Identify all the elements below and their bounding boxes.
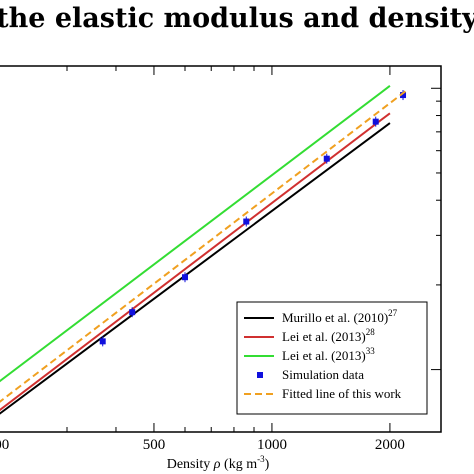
fitted-line-of-this-work-line	[0, 89, 407, 403]
legend-reference-superscript: 33	[366, 346, 376, 356]
simulation-data-point	[243, 218, 250, 225]
simulation-data-point	[129, 309, 136, 316]
legend-label-text: Murillo et al. (2010)	[282, 310, 388, 325]
legend-label-text: Fitted line of this work	[282, 386, 402, 401]
legend-label-lei-et-al-2013-33: Lei et al. (2013)33	[282, 346, 375, 363]
simulation-data-point	[400, 92, 407, 99]
x-axis-label-prefix: Density	[167, 457, 211, 472]
axes-frame	[0, 65, 442, 433]
legend-items: Murillo et al. (2010)27 Lei et al. (2013)…	[244, 308, 402, 401]
murillo-et-al-2010-27-line	[0, 122, 391, 415]
x-axis-label-exponent: -3	[257, 454, 265, 464]
plot-area: 200 500 1000 2000	[0, 65, 442, 453]
legend-box	[236, 301, 428, 415]
simulation-data-point	[99, 338, 106, 345]
series-layer	[0, 85, 407, 415]
x-tick-label: 500	[143, 437, 166, 453]
legend-label-fitted-line-of-this-work: Fitted line of this work	[282, 386, 402, 401]
simulation-data-point	[323, 155, 330, 162]
simulation-data-point	[181, 274, 188, 281]
x-axis-label: Density ρ (kg m-3)	[167, 454, 270, 472]
legend-label-murillo-et-al-2010-27: Murillo et al. (2010)27	[282, 308, 398, 325]
lei-et-al-2013-28-line	[0, 112, 391, 412]
x-tick-label: 2000	[375, 437, 405, 453]
lei-et-al-2013-33-line	[0, 85, 391, 383]
x-axis-label-close: )	[265, 457, 270, 472]
chart-title: the elastic modulus and density	[0, 3, 474, 34]
legend-label-lei-et-al-2013-28: Lei et al. (2013)28	[282, 327, 375, 344]
x-axis-label-symbol: ρ	[213, 457, 221, 472]
tick-marks	[66, 66, 441, 432]
simulation-data-point	[372, 118, 379, 125]
legend-reference-superscript: 28	[366, 327, 376, 337]
x-tick-labels: 200 500 1000 2000	[0, 437, 405, 453]
legend-label-text: Lei et al. (2013)	[282, 329, 366, 344]
x-tick-label: 1000	[257, 437, 287, 453]
legend: Murillo et al. (2010)27 Lei et al. (2013)…	[236, 301, 428, 415]
x-tick-label: 200	[0, 437, 9, 453]
legend-label-text: Lei et al. (2013)	[282, 348, 366, 363]
legend-swatch-simulation-data	[257, 372, 263, 378]
legend-label-text: Simulation data	[282, 367, 364, 382]
legend-label-simulation-data: Simulation data	[282, 367, 364, 382]
legend-reference-superscript: 27	[388, 308, 398, 318]
x-axis-label-unit: (kg m	[224, 457, 257, 472]
